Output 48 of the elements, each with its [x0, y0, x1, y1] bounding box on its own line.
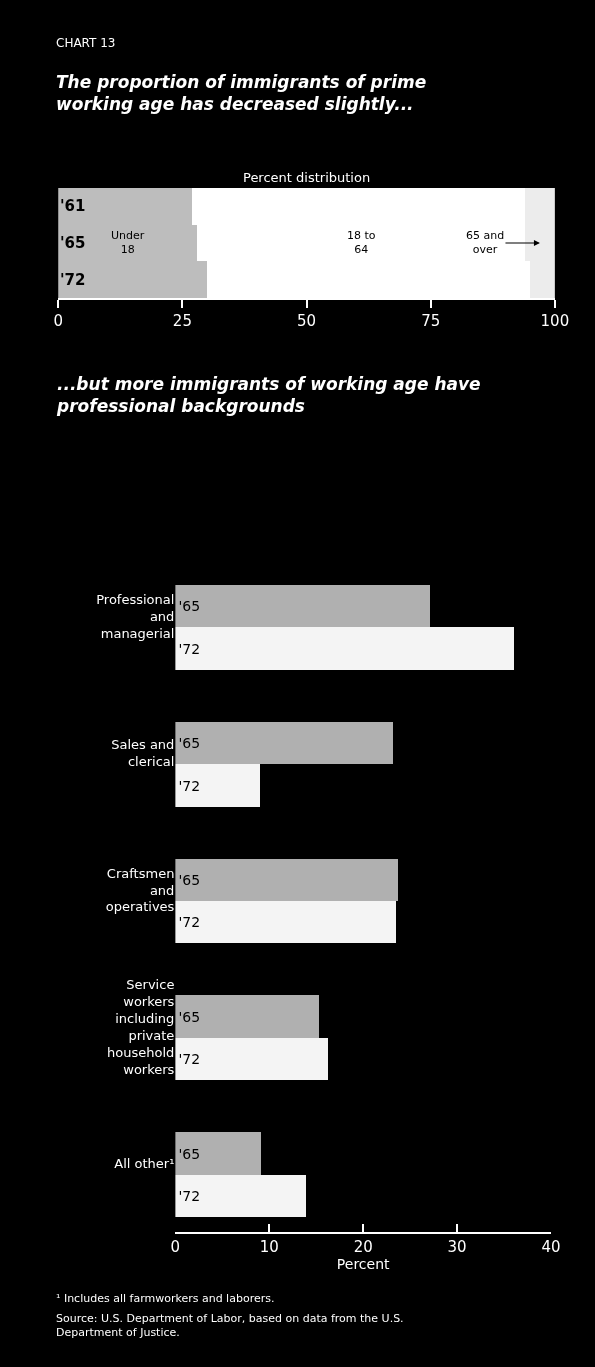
bar: [175, 1132, 262, 1175]
bar: [175, 901, 397, 943]
bar: [175, 585, 431, 627]
y-tick-label: '65: [60, 234, 86, 252]
x-tick-label: 40: [541, 1237, 561, 1256]
source-note: Source: U.S. Department of Labor, based on data from the U.S. Department of Justice.: [56, 1312, 404, 1340]
y-tick-label: '61: [60, 197, 86, 215]
series-label: '72: [178, 640, 201, 657]
bar: [175, 859, 399, 901]
bar: [175, 722, 394, 764]
chart-subtitle: Percent distribution: [243, 170, 371, 185]
series-label: '65: [178, 598, 201, 614]
chart-title: ...but more immigrants of working age have professional backgrounds: [56, 374, 481, 417]
text: '72: [178, 914, 201, 930]
y-tick-label: All other¹: [114, 1156, 175, 1172]
x-tick-label: 0: [170, 1237, 181, 1256]
y-tick-label: Sales and clerical: [111, 737, 175, 770]
y-tick-label: Craftsmen and operatives: [105, 865, 175, 915]
x-tick-label: 10: [259, 1237, 279, 1256]
x-tick-label: 30: [447, 1237, 467, 1256]
x-tick-label: 100: [540, 311, 570, 330]
x-axis-title: Percent: [336, 1255, 391, 1272]
text: '72: [178, 1051, 201, 1067]
bar: [175, 627, 515, 670]
x-tick-label: 0: [53, 311, 64, 330]
x-tick-label: 75: [421, 311, 441, 330]
bar: [175, 1038, 329, 1080]
series-label: 65 and over: [466, 229, 505, 257]
x-tick-label: 20: [353, 1237, 373, 1256]
bar: [175, 764, 261, 807]
bar: [175, 995, 320, 1038]
series-label: 18 to 64: [347, 229, 376, 257]
text: '65: [178, 735, 201, 751]
y-tick-label: Service workers including private household workers: [107, 977, 175, 1077]
text: '65: [178, 872, 201, 888]
bar: [175, 1175, 307, 1217]
y-tick-label: '72: [60, 271, 86, 289]
text: ¹ Includes all farmworkers and laborers.: [56, 1292, 275, 1305]
x-tick-label: 25: [172, 311, 192, 330]
text: '72: [178, 777, 201, 794]
x-tick-label: 50: [297, 311, 317, 330]
y-tick-label: Professional and managerial: [96, 592, 175, 641]
text: '65: [178, 1145, 201, 1162]
series-label: Under 18: [111, 229, 145, 257]
chart-title: The proportion of immigrants of prime working age has decreased slightly...: [56, 72, 427, 115]
caption: CHART 13: [56, 36, 116, 50]
text: '65: [178, 1008, 201, 1025]
text: '72: [178, 1188, 201, 1204]
